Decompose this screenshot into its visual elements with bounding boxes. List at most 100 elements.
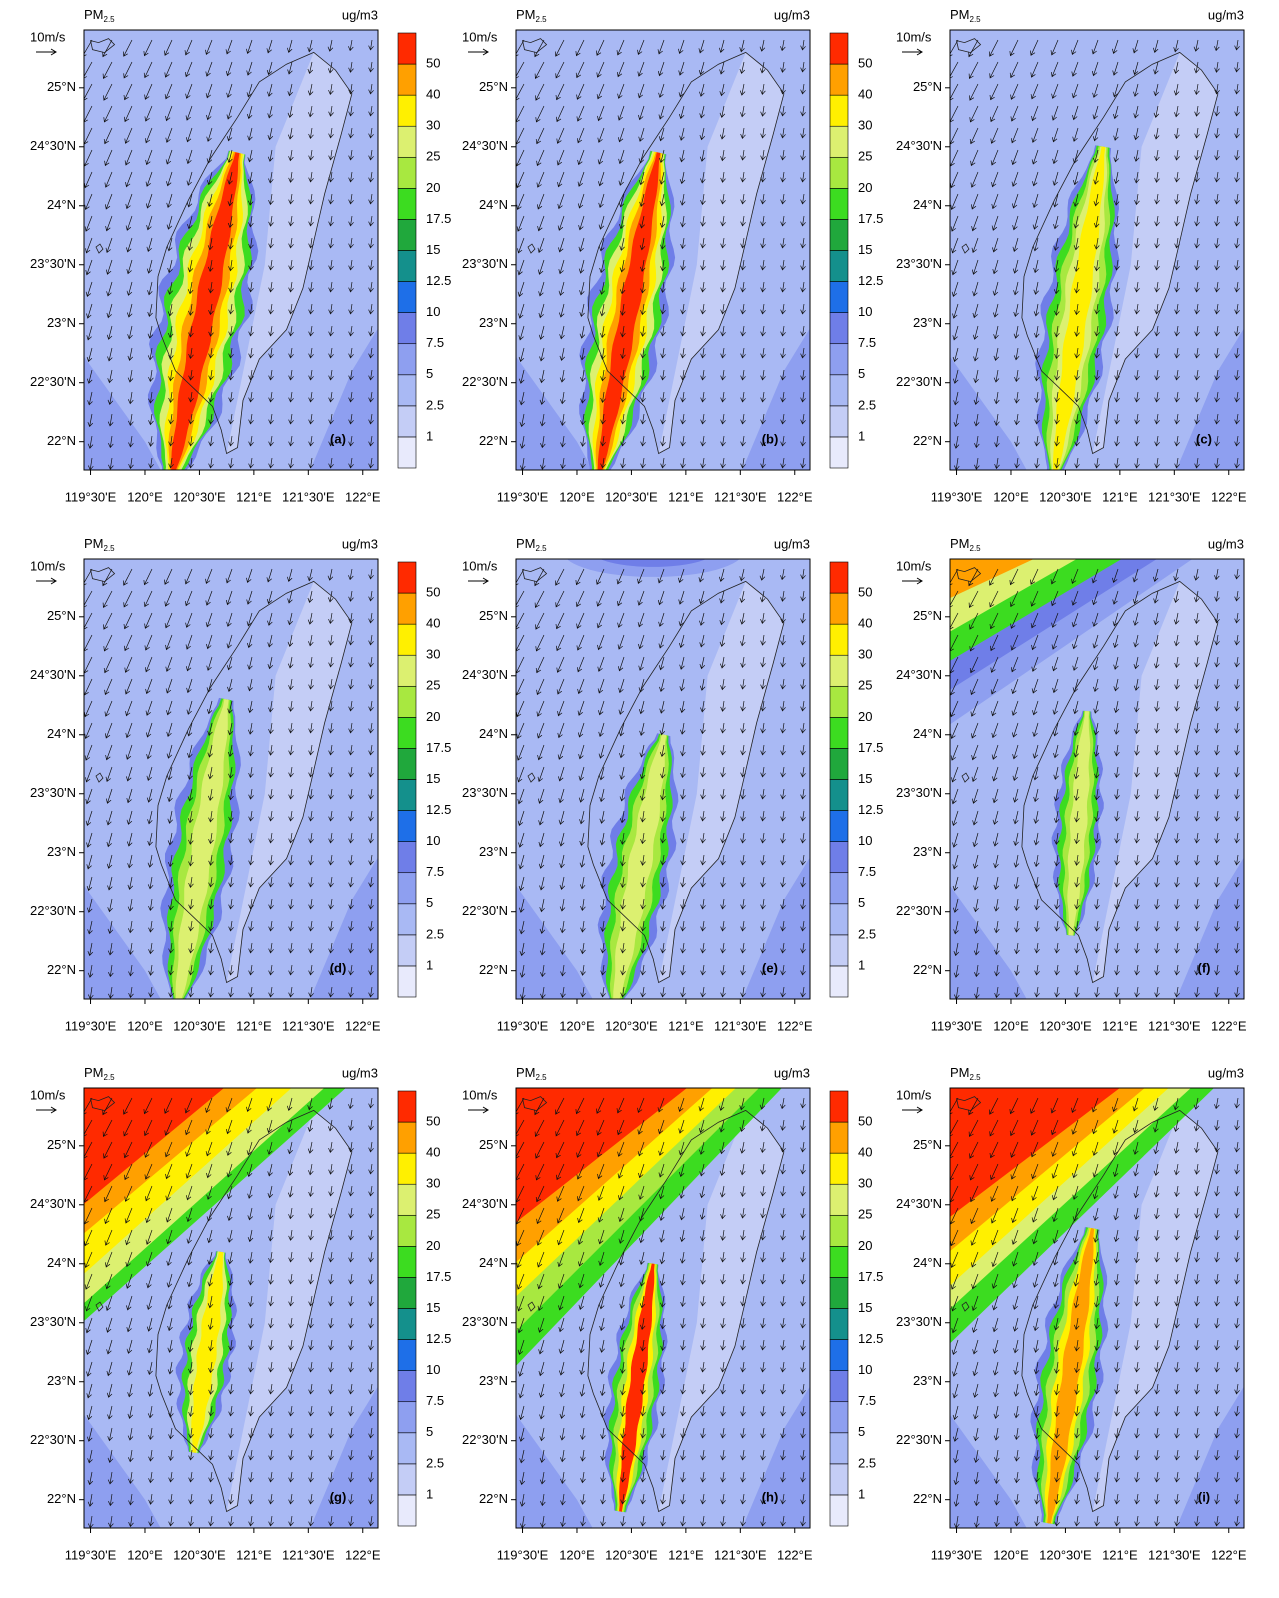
lon-tick-label: 120°30'E (1039, 1547, 1092, 1562)
lon-tick-label: 121°E (236, 1018, 272, 1033)
colorbar-box (829, 810, 849, 842)
coastline (1021, 580, 1219, 984)
lat-tick-label: 23°N (479, 844, 508, 859)
field (516, 559, 810, 999)
lat-tick-label: 23°N (913, 1373, 942, 1388)
colorbar-label: 15 (426, 1300, 440, 1315)
lat-tick-label: 25°N (47, 608, 76, 623)
map-panel: PM2.5 ug/m310m/s22°N22°30'N23°N23°30'N24°… (30, 536, 451, 1033)
plot-frame (83, 29, 379, 471)
lon-tick-label: 120°30'E (1039, 1018, 1092, 1033)
variable-label: PM2.5 (950, 7, 981, 24)
wind-reference-label: 10m/s (896, 29, 932, 44)
colorbar-label: 2.5 (426, 1455, 444, 1470)
field-region (516, 885, 593, 999)
colorbar-box (397, 1277, 417, 1309)
colorbar-label: 15 (858, 242, 872, 257)
colorbar-box (397, 1432, 417, 1465)
lon-tick-label: 119°30'E (497, 1547, 549, 1562)
lat-tick-label: 22°30'N (30, 1432, 76, 1447)
lon-tick-label: 120°E (127, 1547, 163, 1562)
wind-reference-label: 10m/s (30, 29, 66, 44)
colorbar-label: 25 (426, 1207, 440, 1222)
unit-label: ug/m3 (1208, 1065, 1244, 1080)
colorbar-box (829, 841, 849, 874)
field-region (742, 857, 810, 999)
lat-tick-label: 24°N (47, 197, 76, 212)
plot-frame (83, 558, 379, 1000)
colorbar-box (829, 903, 849, 936)
lon-tick-label: 121°30'E (282, 1547, 335, 1562)
lon-tick-label: 120°30'E (173, 1547, 226, 1562)
colorbar-box (397, 156, 417, 189)
lat-tick-label: 22°30'N (896, 1432, 942, 1447)
lat-tick-label: 24°30'N (462, 667, 508, 682)
panel-label: (b) (762, 431, 779, 446)
colorbar-label: 7.5 (858, 335, 876, 350)
colorbar-box (397, 1463, 417, 1496)
variable-subscript: 2.5 (536, 1073, 548, 1082)
wind-vectors (950, 568, 1240, 999)
lat-tick-label: 24°30'N (30, 138, 76, 153)
colorbar-label: 1 (426, 1486, 433, 1501)
field-region (516, 356, 593, 470)
lat-tick-label: 24°N (479, 1255, 508, 1270)
colorbar-box (829, 312, 849, 345)
colorbar-box (829, 623, 849, 656)
lat-tick-label: 23°30'N (30, 785, 76, 800)
unit-label: ug/m3 (1208, 536, 1244, 551)
lon-tick-label: 122°E (345, 1018, 381, 1033)
lat-tick-label: 24°N (479, 197, 508, 212)
colorbar-label: 10 (858, 1362, 872, 1377)
colorbar-box (829, 1121, 849, 1154)
lon-tick-label: 121°E (236, 1547, 272, 1562)
colorbar-label: 12.5 (426, 273, 451, 288)
colorbar-label: 5 (426, 366, 433, 381)
colorbar-box (829, 1370, 849, 1403)
lat-tick-label: 24°N (479, 726, 508, 741)
colorbar-label: 12.5 (426, 1331, 451, 1346)
lat-tick-label: 24°N (47, 1255, 76, 1270)
colorbar-box (397, 592, 417, 625)
wind-reference-arrow (902, 1106, 923, 1114)
colorbar-label: 7.5 (426, 864, 444, 879)
colorbar-box (829, 250, 849, 282)
colorbar-box (397, 343, 417, 376)
field-region (742, 1386, 810, 1528)
field (516, 30, 810, 470)
colorbar-box (397, 1494, 417, 1527)
lat-tick-label: 24°N (47, 726, 76, 741)
colorbar-label: 12.5 (858, 802, 883, 817)
colorbar-label: 30 (426, 647, 440, 662)
variable-label: PM2.5 (84, 536, 115, 553)
lat-tick-label: 24°N (913, 726, 942, 741)
lon-tick-label: 120°30'E (1039, 489, 1092, 504)
variable-name: PM (84, 536, 104, 551)
lat-tick-label: 22°N (479, 1491, 508, 1506)
lat-tick-label: 25°N (47, 79, 76, 94)
wind-vectors (84, 1097, 374, 1528)
colorbar-box (829, 654, 849, 687)
colorbar-box (397, 374, 417, 407)
variable-subscript: 2.5 (536, 544, 548, 553)
colorbar-box (397, 1246, 417, 1278)
field-region (613, 734, 667, 999)
colorbar-label: 5 (426, 1424, 433, 1439)
colorbar-box (829, 219, 849, 251)
plot-frame (949, 1087, 1245, 1529)
field-region (619, 1263, 655, 1512)
lat-tick-label: 23°N (479, 315, 508, 330)
colorbar-box (829, 1339, 849, 1371)
colorbar-label: 7.5 (858, 1393, 876, 1408)
colorbar-label: 40 (858, 87, 872, 102)
colorbar-label: 30 (858, 1176, 872, 1191)
variable-subscript: 2.5 (104, 15, 116, 24)
map-panel: PM2.5 ug/m310m/s22°N22°30'N23°N23°30'N24°… (462, 536, 883, 1033)
colorbar-label: 17.5 (858, 211, 883, 226)
coastline (522, 1096, 548, 1312)
wind-reference-label: 10m/s (30, 1087, 66, 1102)
field-region (950, 1414, 1027, 1528)
colorbar-box (397, 1370, 417, 1403)
field-region (171, 152, 240, 470)
colorbar-box (829, 374, 849, 407)
